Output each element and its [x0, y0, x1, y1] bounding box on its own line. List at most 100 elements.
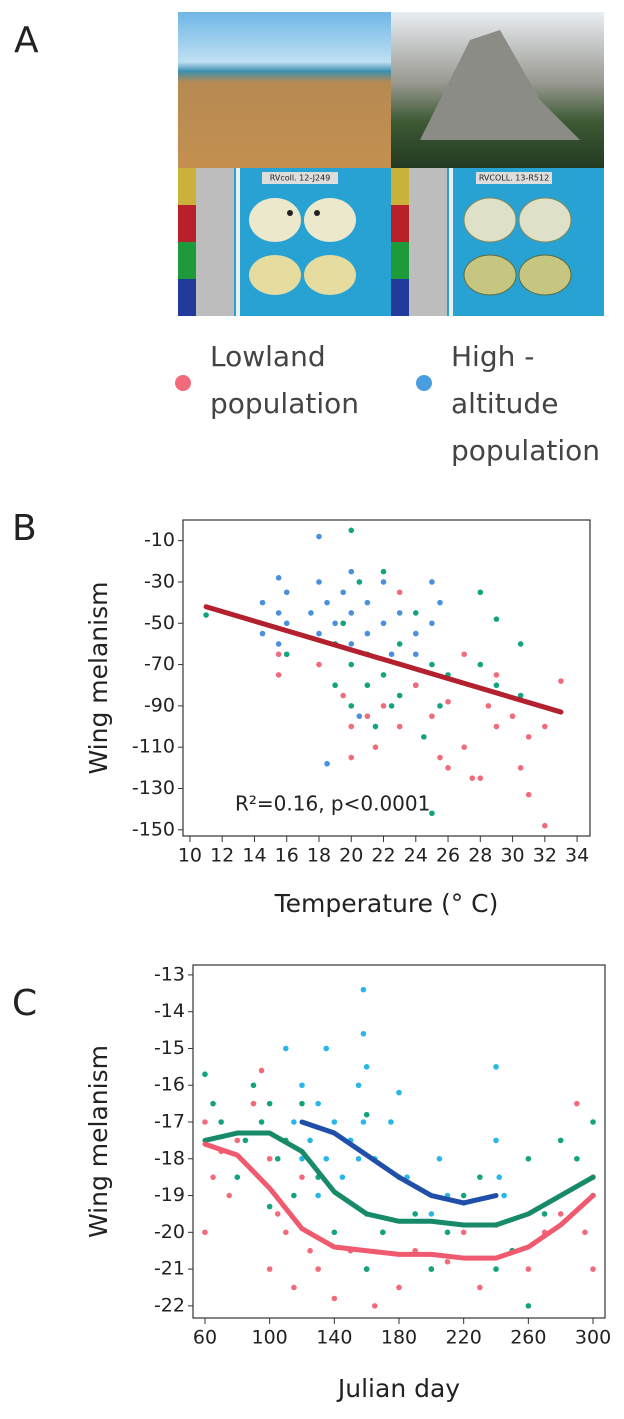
specimen-label: RVcoll. 12-J249	[270, 174, 331, 183]
data-point	[429, 620, 435, 627]
data-point	[590, 1266, 596, 1272]
data-point	[437, 703, 443, 709]
data-point	[283, 651, 290, 658]
data-point	[339, 1174, 346, 1180]
data-point	[574, 1155, 580, 1162]
data-point	[485, 703, 492, 709]
data-point	[428, 1266, 435, 1272]
data-point	[444, 1229, 451, 1236]
data-point	[525, 1303, 532, 1309]
data-point	[477, 775, 484, 781]
data-point	[380, 672, 387, 678]
specimen-tag	[476, 172, 552, 184]
data-point	[332, 620, 338, 627]
data-point	[340, 589, 346, 596]
data-point	[323, 1155, 330, 1162]
data-point	[590, 1119, 596, 1125]
x-tick-label: 12	[210, 845, 234, 867]
data-point	[202, 1119, 208, 1125]
data-point	[493, 616, 500, 622]
data-point	[477, 589, 484, 596]
data-point	[348, 527, 355, 534]
data-point	[356, 713, 363, 720]
x-tick-label: 20	[339, 845, 363, 867]
data-point	[316, 533, 322, 540]
color-chip	[391, 205, 409, 242]
data-point	[460, 1192, 467, 1199]
trend-line	[299, 1119, 499, 1206]
data-point	[275, 575, 282, 581]
y-tick-label: -130	[132, 777, 175, 799]
data-point	[388, 651, 395, 658]
data-point	[412, 682, 419, 689]
data-point	[316, 630, 322, 637]
data-point	[493, 1137, 499, 1144]
data-point	[542, 723, 548, 730]
data-point	[525, 791, 532, 798]
legend-dot	[175, 375, 191, 391]
data-point	[525, 734, 532, 740]
data-point	[477, 661, 484, 668]
data-point	[355, 1155, 362, 1162]
data-point	[469, 775, 476, 781]
data-point	[493, 723, 500, 730]
data-point	[348, 723, 355, 730]
data-point	[364, 713, 371, 720]
data-point	[396, 1089, 402, 1096]
data-point	[557, 1137, 564, 1144]
wing-spot	[287, 210, 293, 216]
data-point	[332, 682, 338, 689]
specimen-tag	[262, 172, 338, 184]
data-point	[412, 630, 419, 637]
ruler	[236, 168, 240, 316]
photo-panel: RVcoll. 12-J249 RVCOLL. 13-R512	[178, 12, 604, 316]
data-point	[380, 703, 387, 709]
wing	[518, 197, 572, 243]
x-tick-label: 32	[533, 845, 557, 867]
x-tick-label: 22	[371, 845, 395, 867]
x-axis-title: Temperature (° C)	[274, 889, 499, 918]
wing	[249, 198, 301, 242]
ruler	[449, 168, 453, 316]
data-point	[412, 651, 419, 658]
x-tick-label: 24	[404, 845, 428, 867]
legend-text: altitude	[451, 387, 558, 420]
data-point	[525, 1155, 532, 1162]
data-point	[266, 1266, 273, 1272]
data-point	[380, 568, 387, 575]
data-point	[250, 1082, 257, 1089]
data-point	[348, 661, 355, 668]
data-point	[412, 1211, 418, 1217]
data-point	[331, 1229, 338, 1236]
data-point	[348, 641, 355, 647]
data-point	[210, 1100, 216, 1107]
data-point	[372, 744, 379, 750]
data-point	[557, 1211, 564, 1217]
data-point	[299, 1174, 305, 1180]
data-point	[364, 599, 371, 606]
data-point	[316, 661, 322, 668]
data-point	[444, 1258, 451, 1265]
data-point	[275, 641, 282, 647]
data-point	[307, 1137, 313, 1144]
data-point	[331, 1295, 338, 1302]
data-point	[517, 765, 524, 771]
x-tick-label: 16	[275, 845, 299, 867]
data-point	[429, 713, 435, 720]
data-point	[210, 1174, 216, 1180]
x-tick-label: 30	[500, 845, 524, 867]
data-point	[460, 1229, 467, 1236]
data-point	[242, 1137, 249, 1144]
y-tick-label: -16	[154, 1074, 185, 1096]
data-point	[250, 1100, 257, 1107]
data-point	[496, 1174, 503, 1180]
y-tick-label: -110	[132, 736, 175, 758]
panel-letter: B	[12, 508, 37, 549]
data-point	[226, 1192, 233, 1199]
data-point	[461, 651, 467, 658]
data-point	[275, 610, 282, 616]
gray-chart	[409, 168, 447, 316]
data-point	[396, 692, 403, 699]
trend-line	[202, 1130, 596, 1228]
